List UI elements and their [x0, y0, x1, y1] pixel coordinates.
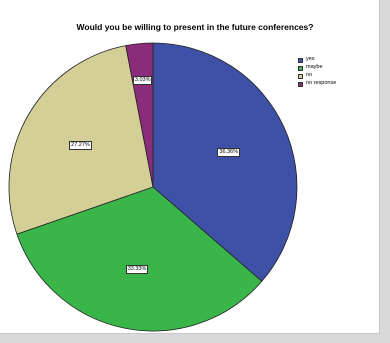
legend-label-no: no: [306, 72, 313, 79]
legend-swatch-yes: [298, 57, 303, 63]
legend-swatch-no-response: [298, 81, 303, 87]
legend-label-maybe: maybe: [306, 64, 323, 71]
legend-item-no: no: [298, 72, 336, 80]
legend-item-yes: yes: [298, 56, 336, 64]
legend-item-maybe: maybe: [298, 64, 336, 72]
slice-label-no-response: 3.03%: [132, 76, 153, 86]
legend-swatch-no: [298, 73, 303, 79]
legend-swatch-maybe: [298, 65, 303, 71]
slice-label-maybe: 33.33%: [125, 264, 149, 274]
legend-item-no-response: no response: [298, 80, 336, 88]
pie-slice-maybe: [16, 186, 263, 332]
slice-label-yes: 36.36%: [217, 147, 241, 157]
pie-slice-yes: [152, 42, 298, 282]
legend-label-yes: yes: [306, 56, 315, 63]
chart-title: Would you be willing to present in the f…: [76, 22, 314, 32]
legend: yes maybe no no response: [298, 56, 336, 88]
pie-slice-no: [8, 45, 154, 235]
slice-label-no: 27.27%: [69, 140, 92, 150]
legend-label-no-response: no response: [306, 80, 337, 87]
